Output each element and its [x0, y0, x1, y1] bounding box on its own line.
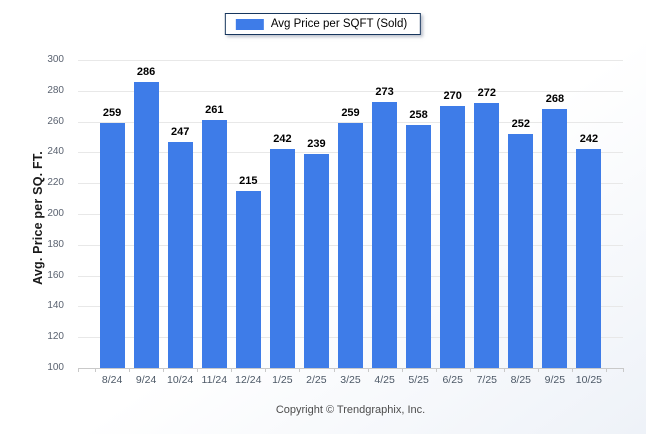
bar-value-label: 242 [273, 133, 292, 146]
legend-label: Avg Price per SQFT (Sold) [270, 18, 408, 30]
x-axis-tick [129, 368, 131, 372]
x-axis-tick [606, 368, 607, 372]
x-axis-tick-labels: 8/24 9/24 10/24 11/24 12/24 1/25 2/25 3/25 4/25 5… [78, 374, 623, 390]
y-tick-label: 280 [47, 84, 64, 96]
y-tick-label: 160 [47, 269, 64, 281]
x-axis-tick [333, 368, 335, 372]
x-tick-label: 12/24 [235, 374, 262, 386]
x-axis-tick [435, 368, 437, 372]
chart-legend: Avg Price per SQFT (Sold) [224, 13, 422, 35]
x-tick-label: 10/25 [575, 374, 603, 386]
x-axis-tick [401, 368, 403, 372]
bar-value-label: 273 [375, 85, 394, 98]
bar [235, 190, 261, 368]
bar-value-label: 270 [443, 90, 462, 103]
x-axis-tick [197, 368, 199, 372]
bar [508, 133, 534, 368]
bar-value-label: 259 [102, 107, 122, 120]
gridline [78, 60, 623, 61]
x-tick-label: 2/25 [306, 374, 327, 386]
x-axis-tick [623, 368, 624, 372]
x-axis-tick [163, 368, 165, 372]
bar-value-label: 259 [341, 107, 360, 120]
x-axis-tick [299, 368, 301, 372]
bar [201, 120, 227, 368]
x-tick-label: 8/24 [101, 374, 123, 386]
bar-value-label: 258 [409, 108, 428, 121]
bar [99, 123, 125, 368]
bar [167, 141, 193, 368]
gridline [78, 90, 623, 92]
bar [269, 149, 295, 368]
x-tick-label: 5/25 [408, 374, 429, 386]
bar-value-label: 247 [171, 125, 190, 138]
x-axis-tick [95, 368, 96, 372]
x-tick-label: 6/25 [442, 374, 463, 386]
bar-value-label: 242 [579, 133, 599, 146]
bar [338, 123, 363, 368]
x-tick-label: 9/25 [544, 374, 566, 386]
x-axis-tick [469, 368, 471, 372]
y-axis-tick-labels: 100 120 140 160 180 200 220 240 260 280 300 [0, 54, 68, 373]
x-axis-tick [503, 368, 505, 372]
x-axis-tick [231, 368, 233, 372]
y-tick-label: 140 [47, 300, 64, 312]
y-tick-label: 300 [47, 54, 64, 65]
x-tick-label: 11/24 [201, 374, 228, 386]
x-axis-tick [367, 368, 369, 372]
bar [440, 106, 466, 368]
bar-value-label: 286 [136, 65, 156, 78]
plot-area: 259 286 247 261 215 242 239 259 273 258 270 272 252 2… [78, 60, 624, 372]
bar [133, 81, 159, 368]
x-axis-tick [265, 368, 267, 372]
bar [372, 101, 398, 368]
x-axis-tick [571, 368, 573, 372]
x-tick-label: 1/25 [272, 374, 293, 386]
x-axis-tick [78, 368, 79, 372]
y-tick-label: 260 [47, 115, 64, 127]
y-tick-label: 180 [47, 238, 64, 250]
y-tick-label: 100 [47, 362, 64, 373]
bar-value-label: 261 [205, 104, 224, 117]
y-tick-label: 200 [47, 208, 64, 219]
bar [406, 124, 432, 368]
bar [303, 153, 329, 368]
bar-value-label: 252 [511, 117, 530, 130]
copyright-text: Copyright © Trendgraphix, Inc. [275, 404, 426, 416]
bar-value-label: 239 [307, 137, 326, 150]
y-tick-label: 240 [47, 146, 64, 158]
x-tick-label: 7/25 [476, 374, 498, 386]
x-tick-label: 10/24 [167, 374, 194, 386]
bar-value-label: 215 [239, 174, 258, 187]
gridline [78, 121, 623, 123]
x-tick-label: 4/25 [374, 374, 395, 386]
x-tick-label: 3/25 [340, 374, 361, 386]
legend-swatch-icon [235, 18, 264, 30]
bar-value-label: 272 [477, 87, 496, 100]
y-tick-label: 220 [47, 177, 64, 189]
y-tick-label: 120 [47, 331, 64, 343]
x-tick-label: 9/24 [135, 374, 157, 386]
bar [542, 109, 568, 368]
x-tick-label: 8/25 [510, 374, 532, 386]
bar-value-label: 268 [545, 93, 565, 106]
bar [474, 103, 500, 368]
bar [576, 149, 602, 368]
x-axis-tick [537, 368, 539, 372]
